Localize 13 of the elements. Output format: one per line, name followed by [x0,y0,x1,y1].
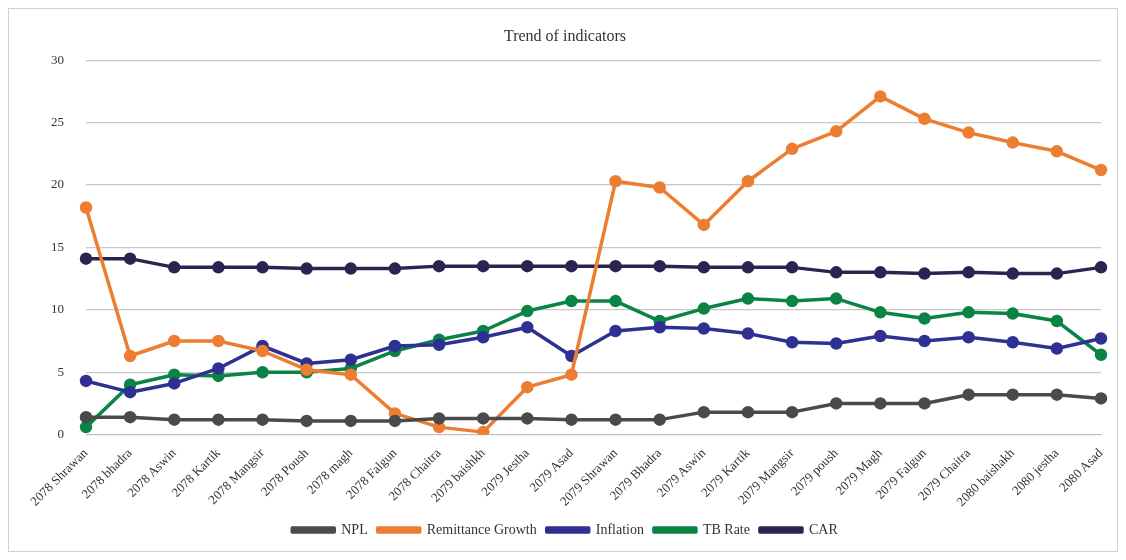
legend-label: Remittance Growth [426,521,537,537]
y-tick-label: 25 [51,114,64,130]
chart-title: Trend of indicators [503,26,627,44]
legend-label: Inflation [595,521,644,537]
y-tick-label: 20 [51,176,64,192]
legend-label: TB Rate [702,521,750,537]
y-tick-label: 0 [57,426,64,442]
legend-label: CAR [808,521,839,537]
y-tick-label: 15 [51,238,64,254]
legend-label: NPL [341,521,368,537]
y-tick-label: 10 [51,301,64,317]
y-tick-label: 5 [57,363,64,379]
y-tick-label: 30 [51,51,64,67]
